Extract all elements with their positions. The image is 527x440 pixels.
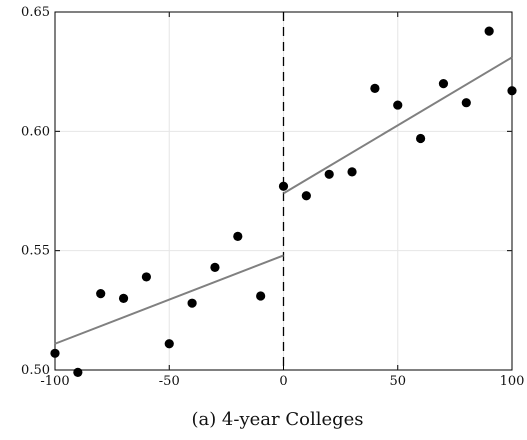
data-point xyxy=(484,26,494,36)
y-tick-label: 0.55 xyxy=(21,244,50,259)
ticks: -100 -50 0 50 100 0.50 0.55 0.60 0.65 xyxy=(21,5,524,389)
figure-caption: (a) 4-year Colleges xyxy=(191,409,363,430)
data-point xyxy=(210,262,220,272)
x-tick-label: 50 xyxy=(389,374,406,389)
data-point xyxy=(324,169,334,179)
data-point xyxy=(301,191,311,201)
x-tick-label: 100 xyxy=(500,374,525,389)
fit-lines xyxy=(54,56,513,345)
data-point xyxy=(438,79,449,89)
data-point xyxy=(461,98,471,108)
y-tick-label: 0.60 xyxy=(21,124,50,139)
x-tick-label: 0 xyxy=(279,374,287,389)
data-points xyxy=(50,26,517,377)
data-point xyxy=(507,86,517,96)
data-point xyxy=(164,339,174,349)
grid xyxy=(55,12,512,370)
data-point xyxy=(256,291,266,301)
data-point xyxy=(393,100,403,110)
fit-line-left xyxy=(54,254,284,345)
fit-line-right xyxy=(282,56,513,195)
data-point xyxy=(50,348,60,358)
x-tick-label: -50 xyxy=(159,374,180,389)
y-tick-label: 0.50 xyxy=(21,363,50,378)
data-point xyxy=(233,231,243,241)
data-point xyxy=(73,367,83,377)
data-point xyxy=(347,167,357,177)
data-point xyxy=(416,133,426,144)
x-tick-label: -100 xyxy=(40,374,69,389)
data-point xyxy=(278,181,289,191)
data-point xyxy=(96,289,106,299)
y-tick-label: 0.65 xyxy=(21,5,50,20)
data-point xyxy=(370,83,380,93)
data-point xyxy=(118,293,129,303)
data-point xyxy=(187,298,197,308)
data-point xyxy=(141,272,151,282)
